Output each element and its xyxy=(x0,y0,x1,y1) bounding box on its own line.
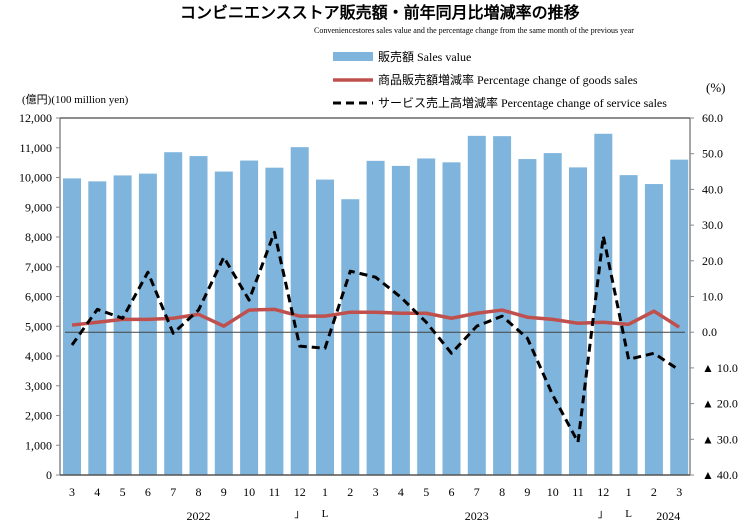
bar xyxy=(290,147,309,475)
y-left-tick-label: 12,000 xyxy=(19,111,52,125)
x-tick-label: 5 xyxy=(423,485,429,499)
year-label: 2024 xyxy=(656,509,680,523)
x-tick-label: 7 xyxy=(474,485,480,499)
x-tick-label: 12 xyxy=(597,485,609,499)
bar xyxy=(88,181,107,475)
y-right-tick-label: ▲ 30.0 xyxy=(702,432,738,446)
bar xyxy=(240,160,259,476)
bar xyxy=(594,133,613,475)
y-left-tick-label: 0 xyxy=(46,468,52,482)
bar xyxy=(670,159,689,475)
bar xyxy=(164,152,183,475)
bar xyxy=(316,179,334,475)
x-tick-label: 11 xyxy=(572,485,584,499)
bar xyxy=(543,153,562,476)
bar xyxy=(341,199,360,475)
year-break-mark: L xyxy=(625,508,632,520)
y-right-tick-label: ▲ 20.0 xyxy=(702,397,738,411)
x-tick-label: 2 xyxy=(347,485,353,499)
y-right-tick-label: ▲ 10.0 xyxy=(702,361,738,375)
x-tick-label: 8 xyxy=(499,485,505,499)
bar xyxy=(265,167,284,475)
bar xyxy=(113,175,132,476)
y-right-tick-label: 0.0 xyxy=(702,325,717,339)
chart-subtitle: Conveniencestores sales value and the pe… xyxy=(314,26,634,35)
x-tick-label: 2 xyxy=(651,485,657,499)
bar xyxy=(417,158,436,475)
y-left-label: (億円)(100 million yen) xyxy=(22,93,129,106)
y-right-tick-label: 50.0 xyxy=(702,147,723,161)
x-tick-label: 4 xyxy=(398,485,404,499)
y-left-tick-label: 11,000 xyxy=(19,141,52,155)
y-right-tick-label: 60.0 xyxy=(702,111,723,125)
legend-label: 商品販売額増減率 Percentage change of goods sale… xyxy=(378,72,638,87)
year-label: 2023 xyxy=(465,509,489,523)
y-left-tick-label: 5,000 xyxy=(25,319,52,333)
y-right-tick-label: 10.0 xyxy=(702,290,723,304)
y-right-tick-label: ▲ 40.0 xyxy=(702,468,738,482)
bar xyxy=(467,135,486,475)
x-tick-label: 7 xyxy=(170,485,176,499)
y-left-tick-label: 4,000 xyxy=(25,349,52,363)
y-right-tick-label: 40.0 xyxy=(702,182,723,196)
y-right-tick-label: 30.0 xyxy=(702,218,723,232)
x-tick-label: 10 xyxy=(547,485,559,499)
bar xyxy=(214,171,233,476)
x-tick-label: 3 xyxy=(676,485,682,499)
x-tick-label: 3 xyxy=(69,485,75,499)
y-left-tick-label: 2,000 xyxy=(25,409,52,423)
y-right-label: (%) xyxy=(706,80,726,95)
x-tick-label: 12 xyxy=(294,485,306,499)
y-left-tick-label: 9,000 xyxy=(25,200,52,214)
x-tick-label: 4 xyxy=(94,485,100,499)
y-left-tick-label: 3,000 xyxy=(25,379,52,393)
year-break-mark: 」 xyxy=(294,508,305,520)
x-tick-label: 10 xyxy=(243,485,255,499)
y-left-tick-label: 7,000 xyxy=(25,260,52,274)
bar xyxy=(63,178,81,475)
bar xyxy=(138,173,157,475)
y-left-tick-label: 1,000 xyxy=(25,438,52,452)
legend-label: 販売額 Sales value xyxy=(378,49,471,64)
year-break-mark: 」 xyxy=(598,508,609,520)
y-left-tick-label: 8,000 xyxy=(25,230,52,244)
bar xyxy=(391,165,410,475)
x-tick-label: 8 xyxy=(196,485,202,499)
x-tick-label: 1 xyxy=(322,485,328,499)
x-tick-label: 6 xyxy=(145,485,151,499)
bar xyxy=(366,160,385,475)
x-tick-label: 6 xyxy=(449,485,455,499)
bar xyxy=(493,136,512,475)
x-tick-label: 1 xyxy=(626,485,632,499)
chart-title: コンビニエンスストア販売額・前年同月比増減率の推移 xyxy=(180,3,580,22)
y-left-tick-label: 10,000 xyxy=(19,171,52,185)
year-label: 2022 xyxy=(187,509,211,523)
x-tick-label: 3 xyxy=(373,485,379,499)
year-break-mark: L xyxy=(322,508,329,520)
x-tick-label: 9 xyxy=(221,485,227,499)
x-tick-label: 11 xyxy=(269,485,281,499)
y-left-tick-label: 6,000 xyxy=(25,290,52,304)
legend-swatch-sales xyxy=(333,52,373,61)
x-tick-label: 9 xyxy=(524,485,530,499)
y-right-tick-label: 20.0 xyxy=(702,254,723,268)
legend-label: サービス売上高増減率 Percentage change of service … xyxy=(378,95,667,110)
bar xyxy=(644,184,663,476)
x-tick-label: 5 xyxy=(120,485,126,499)
